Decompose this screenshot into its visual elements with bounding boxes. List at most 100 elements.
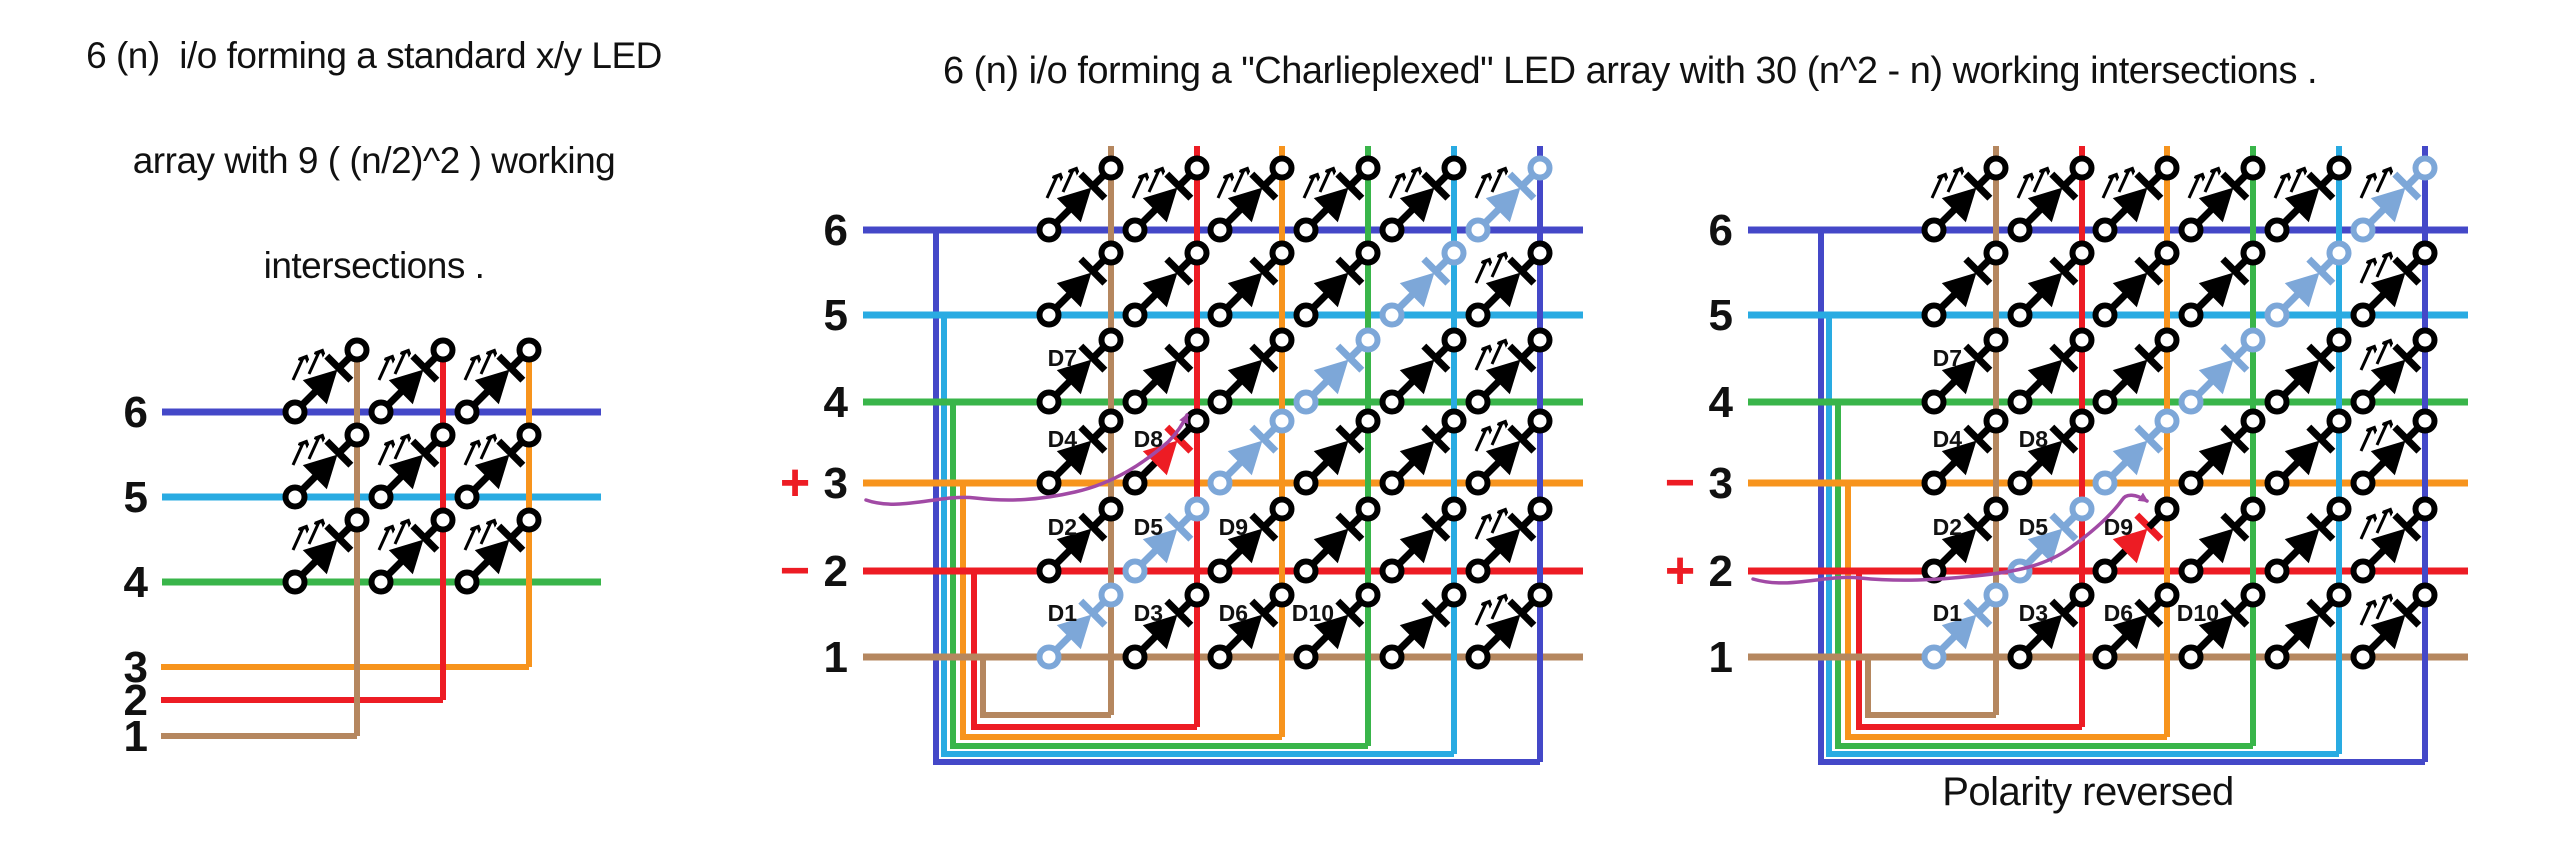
led-anode-terminal	[1293, 302, 1319, 328]
led-anode-terminal	[1921, 217, 1947, 243]
led-anode-terminal	[2350, 470, 2376, 496]
light-emission-arrow	[1388, 176, 1400, 199]
led-anode-terminal	[1465, 470, 1491, 496]
charlieplexed-array-led-r4c3	[1207, 327, 1295, 415]
charlieplexed-array-io-label-5: 5	[824, 291, 848, 340]
charlieplexed-array-label-D6: D6	[1219, 600, 1248, 626]
led-cathode-terminal	[1983, 240, 2009, 266]
led-xy-r4c2	[368, 507, 456, 595]
led-anode-terminal	[2178, 470, 2204, 496]
led-triangle	[2284, 440, 2320, 476]
bus-wires-layer	[161, 230, 2425, 765]
led-xy-r5c1	[282, 422, 370, 510]
led-cathode-terminal	[1355, 327, 1381, 353]
led-anode-terminal	[2350, 217, 2376, 243]
charlieplexed-array-reversed-io-label-6: 6	[1709, 206, 1733, 255]
led-cathode-terminal	[2326, 327, 2352, 353]
led-cathode-terminal	[2412, 327, 2438, 353]
led-cathode-terminal	[1527, 327, 1553, 353]
led-triangle	[2112, 359, 2148, 395]
light-emission-arrow	[2375, 170, 2387, 193]
charlieplexed-array-reversed-led-r6c2	[2007, 155, 2095, 243]
charlieplexed-array-io-label-6: 6	[824, 206, 848, 255]
light-emission-arrow	[2359, 176, 2371, 199]
charlieplexed-array-reversed-label-D10: D10	[2177, 600, 2219, 626]
led-cathode-terminal	[1184, 582, 1210, 608]
led-triangle	[1056, 187, 1092, 223]
light-emission-arrow	[291, 528, 303, 551]
light-emission-arrow	[1147, 170, 1159, 193]
led-triangle	[1399, 359, 1435, 395]
light-emission-arrow	[2375, 511, 2387, 534]
led-anode-terminal	[1122, 558, 1148, 584]
led-triangle	[2198, 272, 2234, 308]
light-emission-arrow	[1216, 176, 1228, 199]
led-anode-terminal	[1293, 389, 1319, 415]
charlieplexed-array-reversed-label-D4: D4	[1933, 426, 1963, 452]
light-emission-arrow	[1474, 348, 1486, 371]
charlieplexed-array-led-r2c2	[1122, 496, 1210, 584]
led-triangle	[1227, 359, 1263, 395]
led-cathode-terminal	[1527, 496, 1553, 522]
led-anode-terminal	[2092, 302, 2118, 328]
led-triangle	[2284, 359, 2320, 395]
light-emission-arrow	[2032, 170, 2044, 193]
led-cathode-terminal	[1269, 582, 1295, 608]
light-emission-arrow	[393, 522, 405, 545]
led-anode-terminal	[2178, 302, 2204, 328]
io-label-1: 1	[124, 712, 148, 761]
charlieplexed-array-reversed-led-r2c1	[1921, 496, 2009, 584]
led-cathode-terminal	[1355, 496, 1381, 522]
charlieplexed-array-reversed-led-r2c5	[2264, 496, 2352, 584]
charlieplexed-array-led-r1c4	[1293, 582, 1381, 670]
light-emission-arrow	[1930, 176, 1942, 199]
charlieplexed-array-reversed-led-r4c3	[2092, 327, 2180, 415]
light-emission-arrow	[307, 437, 319, 460]
charlieplexed-array-reversed-led-r1c4	[2178, 582, 2266, 670]
light-emission-arrow	[2203, 170, 2215, 193]
charlieplexed-array-led-r3c3	[1207, 408, 1295, 496]
led-anode-terminal	[1036, 470, 1062, 496]
led-anode-terminal	[2264, 302, 2290, 328]
charlieplexed-array-reversed-label-D8: D8	[2019, 426, 2049, 452]
io-label-5: 5	[124, 473, 148, 522]
charlieplexed-array-led-r1c6	[1465, 582, 1553, 670]
led-cathode-terminal	[1098, 327, 1124, 353]
charlieplexed-array-io-label-4: 4	[824, 378, 849, 427]
led-cathode-terminal	[1527, 408, 1553, 434]
led-anode-terminal	[1379, 644, 1405, 670]
led-cathode-terminal	[1184, 496, 1210, 522]
led-anode-terminal	[282, 569, 308, 595]
led-cathode-terminal	[2412, 155, 2438, 181]
charlieplexed-array-led-r5c4	[1293, 240, 1381, 328]
led-anode-terminal	[2264, 470, 2290, 496]
led-triangle	[2198, 528, 2234, 564]
led-cathode-terminal	[1098, 582, 1124, 608]
led-cathode-terminal	[2154, 582, 2180, 608]
led-cathode-terminal	[1269, 240, 1295, 266]
light-emission-arrow	[1490, 255, 1502, 278]
led-cathode-terminal	[1983, 327, 2009, 353]
led-anode-terminal	[2178, 217, 2204, 243]
charlieplexed-array-reversed-led-r5c2	[2007, 240, 2095, 328]
led-anode-terminal	[368, 399, 394, 425]
led-triangle	[2284, 272, 2320, 308]
led-anode-terminal	[1036, 302, 1062, 328]
charlieplexed-array-reversed-led-r3c6	[2350, 408, 2438, 496]
charlieplexed-array-bus-wire-1	[980, 657, 1111, 718]
charlieplexed-array-reversed-label-D5: D5	[2019, 514, 2049, 540]
charlieplexed-array-led-r1c1	[1036, 582, 1124, 670]
led-cathode-terminal	[1184, 408, 1210, 434]
charlieplexed-array-reversed-led-r3c2	[2007, 408, 2095, 496]
led-triangle	[2370, 272, 2406, 308]
charlieplexed-array-label-D1: D1	[1048, 600, 1078, 626]
led-triangle	[2198, 359, 2234, 395]
charlieplexed-array-reversed-led-r6c1	[1921, 155, 2009, 243]
led-triangle	[1399, 272, 1435, 308]
led-triangle	[1941, 614, 1977, 650]
labels-layer: 321654654321+−D1D2D3D4D5D6D7D8D9D1065432…	[124, 206, 2219, 761]
led-cathode-terminal	[2154, 327, 2180, 353]
led-cathode-terminal	[2412, 240, 2438, 266]
light-emission-arrow	[463, 528, 475, 551]
light-emission-arrow	[1946, 170, 1958, 193]
